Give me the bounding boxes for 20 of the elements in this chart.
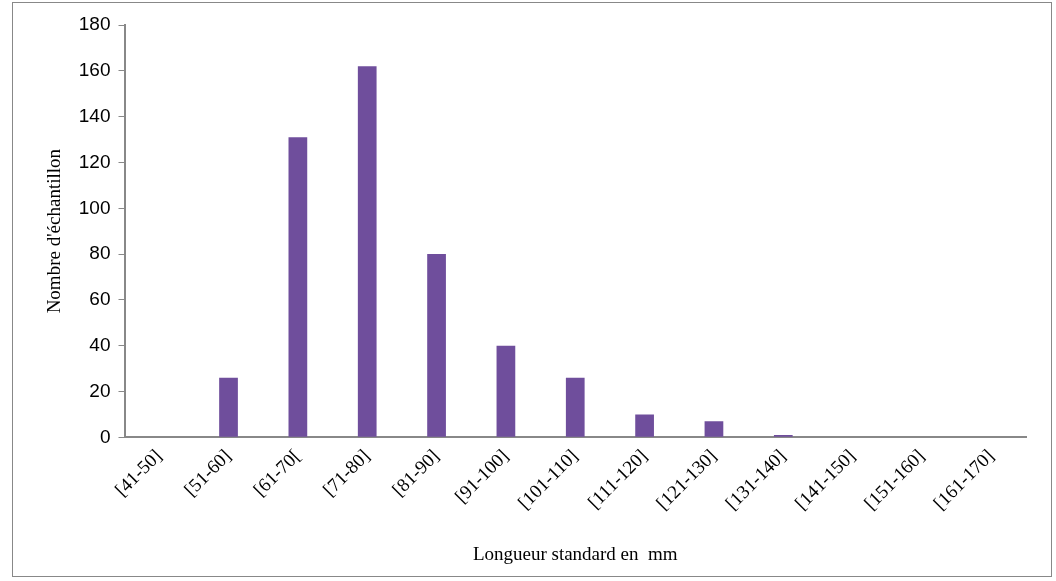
y-tick-label: 100 (78, 196, 111, 218)
y-axis-title: Nombre d'échantillon (43, 148, 65, 314)
bar (704, 421, 724, 437)
bar (219, 377, 238, 437)
y-tick-label: 120 (78, 150, 111, 172)
y-tick-label: 40 (89, 333, 111, 355)
y-tick-label: 160 (78, 59, 111, 81)
bar (496, 345, 516, 437)
bar (357, 66, 377, 437)
y-tick-label: 80 (89, 242, 111, 264)
bar (288, 137, 308, 437)
bar (565, 377, 585, 437)
bar (635, 414, 654, 437)
bar (427, 254, 446, 437)
y-tick-label: 0 (99, 425, 111, 447)
x-axis-title: Longueur standard en mm (472, 542, 678, 564)
y-tick-label: 180 (78, 13, 111, 35)
y-tick-label: 140 (78, 104, 111, 126)
y-tick-label: 20 (89, 379, 111, 401)
y-tick-label: 60 (89, 288, 111, 310)
